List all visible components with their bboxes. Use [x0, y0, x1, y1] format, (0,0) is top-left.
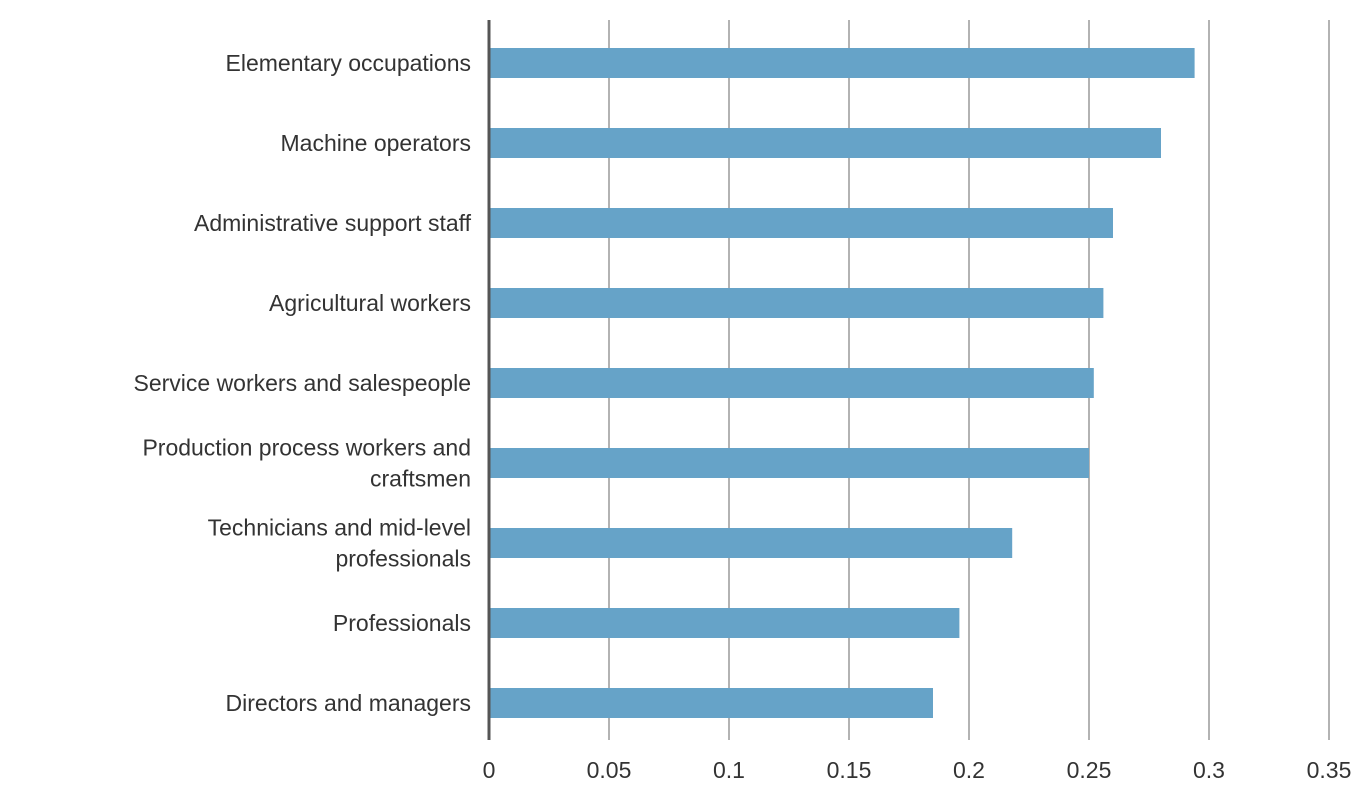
category-label: Elementary occupations	[226, 50, 471, 76]
category-label: craftsmen	[370, 466, 471, 492]
x-tick-label: 0.2	[953, 757, 985, 783]
bar	[489, 528, 1013, 558]
category-label: Technicians and mid-level	[208, 515, 471, 541]
bar	[489, 208, 1113, 238]
category-label: Professionals	[333, 610, 471, 636]
x-tick-label: 0.15	[827, 757, 872, 783]
category-label: Service workers and salespeople	[133, 370, 471, 396]
category-label: professionals	[335, 546, 471, 572]
x-tick-label: 0.3	[1193, 757, 1225, 783]
bar	[489, 48, 1195, 78]
x-tick-label: 0.1	[713, 757, 745, 783]
category-label: Administrative support staff	[194, 210, 472, 236]
x-tick-label: 0.25	[1067, 757, 1112, 783]
bar	[489, 608, 960, 638]
bar	[489, 288, 1104, 318]
category-label: Agricultural workers	[269, 290, 471, 316]
x-tick-label: 0	[483, 757, 496, 783]
category-label: Directors and managers	[226, 690, 471, 716]
bar	[489, 128, 1161, 158]
x-tick-label: 0.35	[1307, 757, 1352, 783]
bar	[489, 368, 1094, 398]
bar	[489, 688, 933, 718]
bar	[489, 448, 1089, 478]
category-label: Production process workers and	[142, 435, 471, 461]
category-label: Machine operators	[281, 130, 472, 156]
x-tick-label: 0.05	[587, 757, 632, 783]
